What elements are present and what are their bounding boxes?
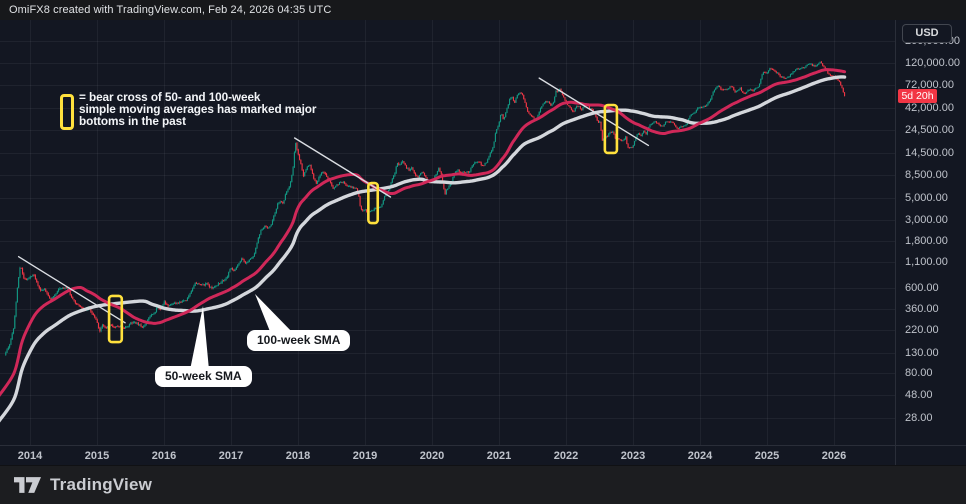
bar-countdown-badge: 5d 20h: [898, 89, 937, 104]
price-tick-label: 130.00: [905, 346, 939, 359]
tradingview-wordmark: TradingView: [50, 475, 153, 494]
price-tick-label: 1,100.00: [905, 256, 948, 269]
year-label: 2021: [486, 450, 512, 462]
sma50-callout[interactable]: 50-week SMA: [155, 366, 252, 387]
price-axis[interactable]: USD 200,000.00120,000.0072,000.0042,000.…: [895, 20, 966, 445]
price-tick-label: 80.00: [905, 367, 933, 380]
year-label: 2024: [687, 450, 713, 462]
year-label: 2023: [620, 450, 646, 462]
annotation-line-3: bottoms in the past: [79, 113, 186, 128]
sma100-callout[interactable]: 100-week SMA: [247, 330, 351, 351]
attribution-bar: OmiFX8 created with TradingView.com, Feb…: [0, 0, 966, 20]
year-label: 2022: [553, 450, 579, 462]
sma50-callout-label: 50-week SMA: [165, 369, 242, 383]
price-tick-label: 8,500.00: [905, 169, 948, 182]
year-label: 2017: [218, 450, 244, 462]
bear-cross-marker-sample: [60, 94, 74, 130]
price-tick-label: 360.00: [905, 303, 939, 316]
year-label: 2019: [352, 450, 378, 462]
price-tick-label: 14,500.00: [905, 146, 954, 159]
currency-selector-button[interactable]: USD: [902, 24, 952, 43]
axis-corner-divider: [895, 446, 896, 466]
year-label: 2015: [84, 450, 110, 462]
year-label: 2020: [419, 450, 445, 462]
price-tick-label: 220.00: [905, 324, 939, 337]
time-axis[interactable]: 2014 2015 2016 2017 2018 2019 2020 2021 2022 2023…: [0, 445, 966, 466]
sma100-callout-label: 100-week SMA: [257, 333, 341, 347]
price-tick-label: 3,000.00: [905, 213, 948, 226]
price-tick-label: 1,800.00: [905, 235, 948, 248]
tradingview-logo-icon: [14, 477, 41, 493]
price-tick-label: 42,000.00: [905, 101, 954, 114]
annotation-line-2: simple moving averages has marked major: [79, 101, 317, 116]
price-tick-label: 120,000.00: [905, 57, 961, 69]
year-label: 2016: [151, 450, 177, 462]
tradingview-logo-link[interactable]: TradingView: [14, 475, 152, 495]
price-tick-label: 28.00: [905, 411, 933, 424]
attribution-text: OmiFX8 created with TradingView.com, Feb…: [9, 4, 332, 16]
annotation-line-1: = bear cross of 50- and 100-week: [79, 90, 261, 104]
price-tick-label: 600.00: [905, 281, 939, 294]
price-tick-label: 5,000.00: [905, 191, 948, 204]
year-label: 2014: [17, 450, 43, 462]
candlestick-chart-canvas[interactable]: [0, 20, 895, 445]
year-label: 2025: [754, 450, 780, 462]
price-tick-label: 24,500.00: [905, 124, 954, 137]
price-tick-label: 72,000.00: [905, 78, 954, 91]
bear-cross-annotation[interactable]: = bear cross of 50- and 100-week simple …: [60, 90, 317, 130]
year-label: 2026: [821, 450, 847, 462]
footer: TradingView: [0, 465, 966, 504]
price-tick-label: 48.00: [905, 388, 933, 401]
annotation-text: = bear cross of 50- and 100-week simple …: [79, 90, 317, 128]
year-label: 2018: [285, 450, 311, 462]
